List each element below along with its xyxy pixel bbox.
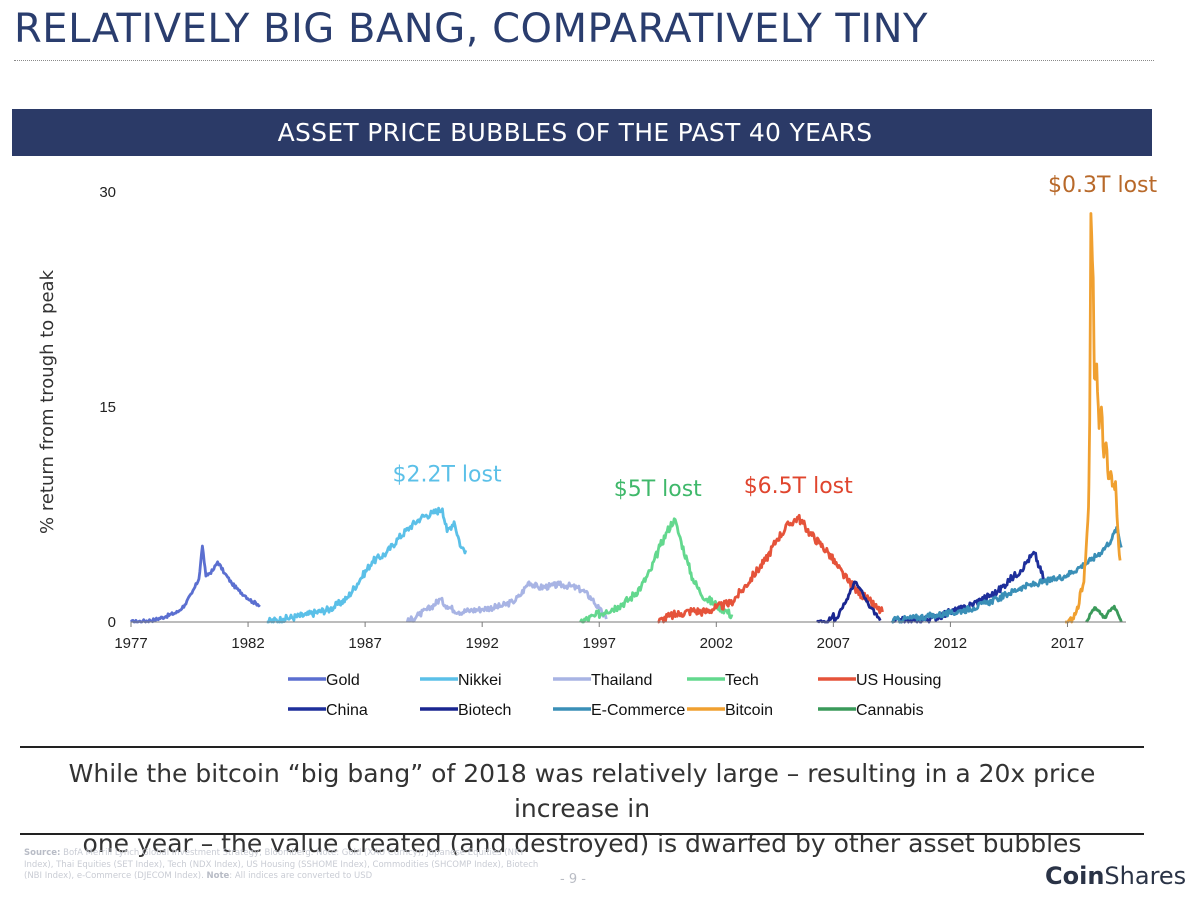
annotation-6-5t-lost: $6.5T lost — [744, 474, 853, 499]
series-line-tech — [579, 517, 734, 624]
x-tick-label: 2017 — [1051, 635, 1084, 652]
caption-rule-top — [20, 746, 1144, 748]
legend-item-cannabis: Cannabis — [818, 702, 924, 719]
title-divider — [14, 60, 1154, 61]
series-line-us-housing — [657, 513, 884, 624]
series-line-nikkei — [266, 506, 468, 624]
legend-item-tech: Tech — [687, 672, 759, 689]
chart-banner: ASSET PRICE BUBBLES OF THE PAST 40 YEARS — [12, 109, 1152, 156]
y-tick-label: 15 — [99, 399, 116, 416]
legend-label: Cannabis — [856, 702, 924, 719]
legend-item-e-commerce: E-Commerce — [553, 702, 685, 719]
series-line-bitcoin — [1064, 212, 1122, 624]
axis-layer: 1977 1982 1987 1992 1997 2002 2007 2012 2017 0 15 3… — [37, 184, 1126, 652]
legend-label: Thailand — [591, 672, 652, 689]
annotation-0-3t-lost: $0.3T lost — [1048, 173, 1157, 198]
legend-item-bitcoin: Bitcoin — [687, 702, 773, 719]
legend: Gold Nikkei Thailand Tech US Housing China Bio… — [288, 672, 941, 719]
annotation-2-2t-lost: $2.2T lost — [393, 463, 502, 488]
x-tick-label: 2002 — [700, 635, 733, 652]
annotation-layer: $2.2T lost $5T lost $6.5T lost $0.3T lost — [393, 173, 1158, 502]
legend-item-thailand: Thailand — [553, 672, 652, 689]
legend-label: Gold — [326, 672, 360, 689]
series-line-thailand — [405, 580, 608, 623]
caption: While the bitcoin “big bang” of 2018 was… — [20, 756, 1144, 861]
page-title: RELATIVELY BIG BANG, COMPARATIVELY TINY — [14, 6, 928, 52]
legend-item-china: China — [288, 702, 368, 719]
source-text: BofA Merrill Lynch Global Investment Str… — [24, 848, 539, 881]
legend-label: Biotech — [458, 702, 511, 719]
y-tick-label: 0 — [108, 614, 116, 631]
note-text: : All indices are converted to USD — [229, 871, 373, 881]
legend-item-us-housing: US Housing — [818, 672, 941, 689]
source-note: Source: BofA Merrill Lynch Global Invest… — [24, 848, 544, 883]
page-number: - 9 - — [560, 872, 586, 887]
series-layer — [129, 212, 1123, 624]
legend-label: E-Commerce — [591, 702, 685, 719]
caption-rule-bottom — [20, 833, 1144, 835]
legend-item-nikkei: Nikkei — [420, 672, 502, 689]
series-line-gold — [129, 544, 261, 624]
chart-title: ASSET PRICE BUBBLES OF THE PAST 40 YEARS — [277, 118, 873, 147]
x-tick-label: 2012 — [934, 635, 967, 652]
y-axis-label: % return from trough to peak — [37, 269, 58, 534]
x-tick-label: 1977 — [114, 635, 147, 652]
legend-label: Nikkei — [458, 672, 502, 689]
coinshares-logo: CoinShares — [1045, 862, 1186, 890]
logo-part-2: Shares — [1104, 862, 1187, 890]
legend-label: China — [326, 702, 368, 719]
legend-item-biotech: Biotech — [420, 702, 511, 719]
y-tick-label: 30 — [99, 184, 116, 201]
x-tick-label: 1997 — [583, 635, 616, 652]
x-tick-label: 1992 — [465, 635, 498, 652]
legend-label: Bitcoin — [725, 702, 773, 719]
series-line-cannabis — [1085, 604, 1123, 623]
bubble-chart: 1977 1982 1987 1992 1997 2002 2007 2012 2017 0 15 3… — [37, 173, 1158, 719]
annotation-5t-lost: $5T lost — [614, 477, 702, 502]
caption-line-1: While the bitcoin “big bang” of 2018 was… — [68, 759, 1096, 823]
legend-item-gold: Gold — [288, 672, 360, 689]
legend-label: US Housing — [856, 672, 941, 689]
x-tick-label: 2007 — [817, 635, 850, 652]
x-tick-label: 1982 — [231, 635, 264, 652]
note-label: Note — [206, 871, 230, 881]
legend-label: Tech — [725, 672, 759, 689]
source-label: Source: — [24, 848, 61, 858]
logo-part-1: Coin — [1045, 862, 1105, 890]
x-tick-label: 1987 — [348, 635, 381, 652]
